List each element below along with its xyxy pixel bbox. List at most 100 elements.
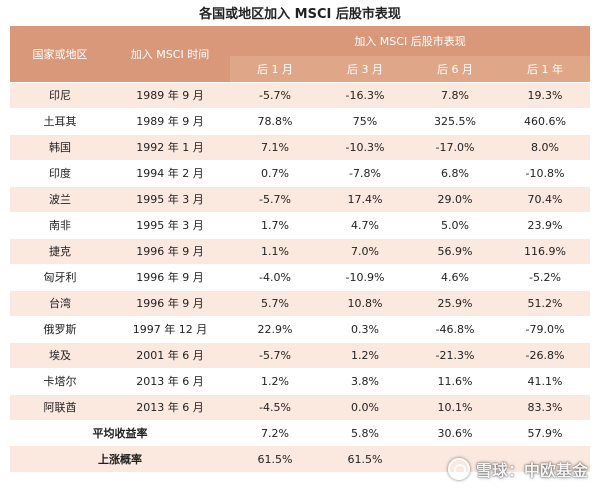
return-3m-cell: 7.0% xyxy=(320,237,410,265)
country-cell: 台湾 xyxy=(10,289,110,317)
country-cell: 南非 xyxy=(49,219,71,232)
return-6m-cell: 325.5% xyxy=(434,114,476,128)
return-1m-cell: -5.7% xyxy=(230,185,320,213)
return-1y-cell: 70.4% xyxy=(500,185,591,213)
table-row: 土耳其 1989 年 9 月 78.8% 75% 325.5% 460.6% xyxy=(10,108,591,134)
return-6m-cell: 25.9% xyxy=(410,289,500,317)
table-row: 南非 1995 年 3 月 1.7% 4.7% 5.0% 23.9% xyxy=(10,212,591,238)
join-time-cell: 2013 年 6 月 xyxy=(110,393,230,421)
table-row: 阿联酋 2013 年 6 月 -4.5% 0.0% 10.1% 83.3% xyxy=(10,393,591,421)
summary-cell: 5.8% xyxy=(351,426,379,440)
table-row: 捷克 1996 年 9 月 1.1% 7.0% 56.9% 116.9% xyxy=(10,237,591,265)
return-6m-cell: -21.3% xyxy=(410,341,500,369)
join-time-cell: 1994 年 2 月 xyxy=(136,167,204,180)
return-3m-cell: 17.4% xyxy=(320,185,410,213)
join-time-cell: 1997 年 12 月 xyxy=(132,323,208,336)
return-6m-cell: 6.8% xyxy=(441,166,469,180)
join-time-cell: 1992 年 1 月 xyxy=(110,133,230,161)
country-cell: 卡塔尔 xyxy=(43,375,77,388)
return-6m-cell: 5.0% xyxy=(441,218,469,232)
return-1m-cell: -5.7% xyxy=(230,341,320,369)
snowball-logo-icon xyxy=(447,458,470,480)
return-6m-cell: -17.0% xyxy=(410,133,500,161)
summary-cell: 61.5% xyxy=(257,452,293,466)
return-6m-cell: 4.6% xyxy=(441,270,469,284)
summary-cell: 61.5% xyxy=(347,452,383,466)
summary-label: 平均收益率 xyxy=(92,427,148,441)
header-period-6m: 后 6 月 xyxy=(410,56,500,82)
return-3m-cell: -10.9% xyxy=(345,270,385,284)
summary-row: 上涨概率 61.5% 61.5% xyxy=(10,446,591,472)
table-row: 卡塔尔 2013 年 6 月 1.2% 3.8% 11.6% 41.1% xyxy=(10,368,591,394)
return-1y-cell: 23.9% xyxy=(527,218,563,232)
return-3m-cell: 75% xyxy=(352,114,378,128)
return-1y-cell: 41.1% xyxy=(527,374,563,388)
join-time-cell: 2001 年 6 月 xyxy=(110,341,230,369)
country-cell: 阿联酋 xyxy=(10,393,110,421)
table-row: 波兰 1995 年 3 月 -5.7% 17.4% 29.0% 70.4% xyxy=(10,185,591,213)
watermark-text: 雪球：中欧基金 xyxy=(475,461,588,480)
return-1m-cell: -4.0% xyxy=(259,270,291,284)
return-1y-cell: -5.2% xyxy=(529,270,561,284)
return-1y-cell: 19.3% xyxy=(500,81,591,109)
return-1y-cell: 8.0% xyxy=(500,133,591,161)
return-3m-cell: 10.8% xyxy=(320,289,410,317)
return-3m-cell: 3.8% xyxy=(351,374,379,388)
return-3m-cell: 4.7% xyxy=(351,218,379,232)
join-time-cell: 1996 年 9 月 xyxy=(110,237,230,265)
table-row: 韩国 1992 年 1 月 7.1% -10.3% -17.0% 8.0% xyxy=(10,133,591,161)
return-1m-cell: 0.7% xyxy=(261,166,289,180)
return-3m-cell: 0.0% xyxy=(320,393,410,421)
table-row: 埃及 2001 年 6 月 -5.7% 1.2% -21.3% -26.8% xyxy=(10,341,591,369)
table-title: 各国或地区加入 MSCI 后股市表现 xyxy=(199,7,401,22)
header-period-1y: 后 1 年 xyxy=(500,56,591,82)
return-1m-cell: -5.7% xyxy=(230,81,320,109)
summary-row: 平均收益率 7.2% 5.8% 30.6% 57.9% xyxy=(10,420,591,446)
summary-cell: 7.2% xyxy=(261,426,289,440)
join-time-cell: 1996 年 9 月 xyxy=(110,289,230,317)
header-join-time: 加入 MSCI 时间 xyxy=(110,26,230,82)
header-period-3m: 后 3 月 xyxy=(320,56,410,82)
return-1m-cell: 1.7% xyxy=(261,218,289,232)
join-time-cell: 1989 年 9 月 xyxy=(110,81,230,109)
join-time-cell: 1989 年 9 月 xyxy=(136,115,204,128)
return-3m-cell: 0.3% xyxy=(351,322,379,336)
join-time-cell: 2013 年 6 月 xyxy=(136,375,204,388)
return-1y-cell: 460.6% xyxy=(524,114,566,128)
header-period-1m: 后 1 月 xyxy=(230,56,320,82)
return-1y-cell: 116.9% xyxy=(500,237,591,265)
summary-cell: 30.6% xyxy=(437,426,473,440)
return-3m-cell: -7.8% xyxy=(349,166,381,180)
join-time-cell: 1995 年 3 月 xyxy=(136,219,204,232)
country-cell: 俄罗斯 xyxy=(43,323,77,336)
return-1y-cell: 51.2% xyxy=(500,289,591,317)
return-1m-cell: 78.8% xyxy=(257,114,293,128)
return-6m-cell: -46.8% xyxy=(435,322,475,336)
table-body: 印尼 1989 年 9 月 -5.7% -16.3% 7.8% 19.3% 土耳其 1989 … xyxy=(10,81,591,421)
country-cell: 印度 xyxy=(49,167,71,180)
table-row: 匈牙利 1996 年 9 月 -4.0% -10.9% 4.6% -5.2% xyxy=(10,264,591,290)
summary-cell: 57.9% xyxy=(527,426,563,440)
return-1m-cell: -4.5% xyxy=(230,393,320,421)
return-1m-cell: 7.1% xyxy=(230,133,320,161)
msci-performance-table: 国家或地区 加入 MSCI 时间 加入 MSCI 后股市表现 后 1 月 后 3… xyxy=(10,26,591,472)
table-row: 俄罗斯 1997 年 12 月 22.9% 0.3% -46.8% -79.0% xyxy=(10,316,591,342)
country-cell: 印尼 xyxy=(10,81,110,109)
table-row: 印度 1994 年 2 月 0.7% -7.8% 6.8% -10.8% xyxy=(10,160,591,186)
header-country: 国家或地区 xyxy=(10,26,110,82)
return-6m-cell: 29.0% xyxy=(410,185,500,213)
return-1y-cell: -79.0% xyxy=(525,322,565,336)
return-1m-cell: 22.9% xyxy=(257,322,293,336)
return-1y-cell: -26.8% xyxy=(500,341,591,369)
return-1m-cell: 1.2% xyxy=(261,374,289,388)
country-cell: 埃及 xyxy=(10,341,110,369)
return-1m-cell: 1.1% xyxy=(230,237,320,265)
table-row: 印尼 1989 年 9 月 -5.7% -16.3% 7.8% 19.3% xyxy=(10,81,591,109)
join-time-cell: 1996 年 9 月 xyxy=(136,271,204,284)
country-cell: 波兰 xyxy=(10,185,110,213)
return-3m-cell: -10.3% xyxy=(320,133,410,161)
return-1y-cell: -10.8% xyxy=(525,166,565,180)
return-6m-cell: 10.1% xyxy=(410,393,500,421)
return-6m-cell: 11.6% xyxy=(437,374,473,388)
return-6m-cell: 7.8% xyxy=(410,81,500,109)
